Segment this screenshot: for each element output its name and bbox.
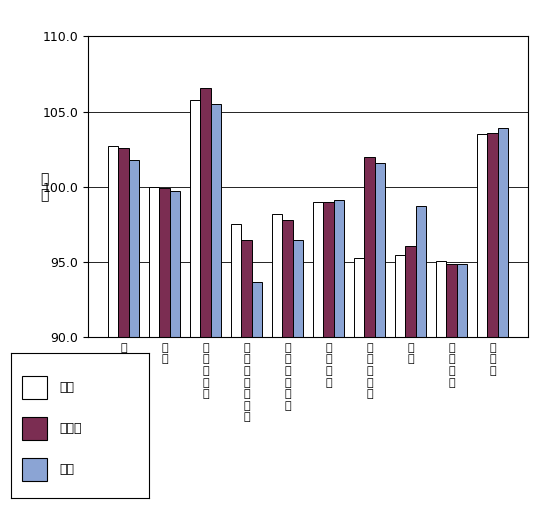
Bar	[211, 104, 221, 519]
Text: 津市: 津市	[59, 381, 74, 394]
Bar	[395, 255, 405, 519]
FancyBboxPatch shape	[22, 458, 47, 481]
Bar	[118, 148, 129, 519]
Bar	[231, 224, 241, 519]
Bar	[293, 240, 303, 519]
Text: 全国: 全国	[59, 462, 74, 476]
Bar	[405, 245, 416, 519]
Bar	[169, 192, 180, 519]
Bar	[456, 264, 467, 519]
Bar	[160, 188, 169, 519]
Bar	[365, 157, 375, 519]
Bar	[498, 128, 508, 519]
Bar	[354, 257, 365, 519]
Bar	[487, 133, 498, 519]
Bar	[323, 202, 334, 519]
Bar	[200, 88, 211, 519]
Bar	[251, 282, 262, 519]
Bar	[129, 160, 139, 519]
Bar	[477, 134, 487, 519]
Bar	[313, 202, 323, 519]
Bar	[241, 240, 251, 519]
Bar	[282, 220, 293, 519]
Bar	[272, 214, 282, 519]
Bar	[436, 261, 447, 519]
Bar	[108, 146, 118, 519]
FancyBboxPatch shape	[22, 376, 47, 400]
Text: 三重県: 三重県	[59, 422, 81, 435]
Bar	[375, 163, 385, 519]
Y-axis label: 指
数: 指 数	[40, 172, 48, 202]
Bar	[149, 187, 160, 519]
Bar	[416, 207, 426, 519]
Bar	[447, 264, 456, 519]
Bar	[334, 200, 344, 519]
Bar	[190, 100, 200, 519]
FancyBboxPatch shape	[22, 417, 47, 440]
